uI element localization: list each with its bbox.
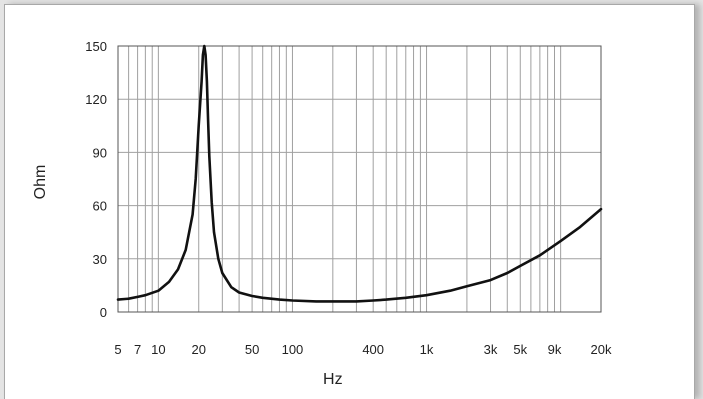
x-tick-label-5k: 5k <box>513 342 527 357</box>
x-tick-labels: 5 7 10 20 50 100 400 1k 3k 5k 9k 20k <box>114 342 612 357</box>
x-tick-label-100: 100 <box>282 342 304 357</box>
y-tick-label-120: 120 <box>85 92 107 107</box>
x-tick-label-20: 20 <box>191 342 205 357</box>
x-tick-label-20k: 20k <box>591 342 612 357</box>
x-axis-label: Hz <box>323 371 343 388</box>
y-tick-label-150: 150 <box>85 39 107 54</box>
x-tick-label-3k: 3k <box>484 342 498 357</box>
x-tick-label-1k: 1k <box>420 342 434 357</box>
y-axis-label: Ohm <box>32 165 49 200</box>
x-tick-label-9k: 9k <box>548 342 562 357</box>
y-tick-label-30: 30 <box>93 252 107 267</box>
y-tick-label-90: 90 <box>93 145 107 160</box>
x-tick-label-400: 400 <box>362 342 384 357</box>
grid-minor <box>128 46 562 312</box>
x-tick-label-7: 7 <box>134 342 141 357</box>
x-tick-label-5: 5 <box>114 342 121 357</box>
y-tick-label-60: 60 <box>93 199 107 214</box>
y-tick-label-0: 0 <box>100 305 107 320</box>
chart-frame: 0 30 60 90 120 150 5 7 10 20 50 100 400 1k 3k 5k 9k 20k … <box>4 4 695 399</box>
x-tick-label-50: 50 <box>245 342 259 357</box>
plot-border <box>117 45 602 313</box>
series-line-impedance <box>116 44 603 303</box>
x-tick-label-10: 10 <box>151 342 165 357</box>
y-tick-labels: 0 30 60 90 120 150 <box>85 39 107 320</box>
grid-major <box>118 45 601 313</box>
